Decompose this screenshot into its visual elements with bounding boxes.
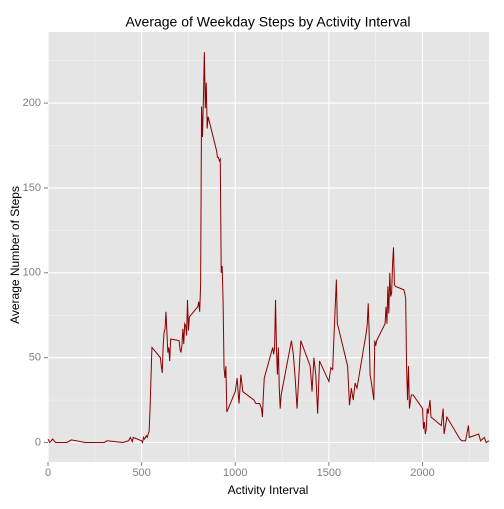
x-tick-label: 500 [132, 467, 150, 479]
data-line [47, 52, 490, 444]
x-tick-label: 0 [45, 467, 51, 479]
y-tick-label: 50 [29, 352, 41, 364]
y-axis-title: Average Number of Steps [8, 186, 22, 324]
plot-panel [48, 32, 489, 462]
y-tick-label: 150 [23, 182, 41, 194]
x-axis-title: Activity Interval [228, 483, 309, 497]
y-tick-label: 100 [23, 267, 41, 279]
y-tick-label: 0 [35, 436, 41, 448]
y-tick-label: 200 [23, 97, 41, 109]
x-tick-label: 2000 [410, 467, 434, 479]
x-tick-label: 1000 [223, 467, 247, 479]
chart-title: Average of Weekday Steps by Activity Int… [125, 14, 410, 30]
x-tick-label: 1500 [317, 467, 341, 479]
